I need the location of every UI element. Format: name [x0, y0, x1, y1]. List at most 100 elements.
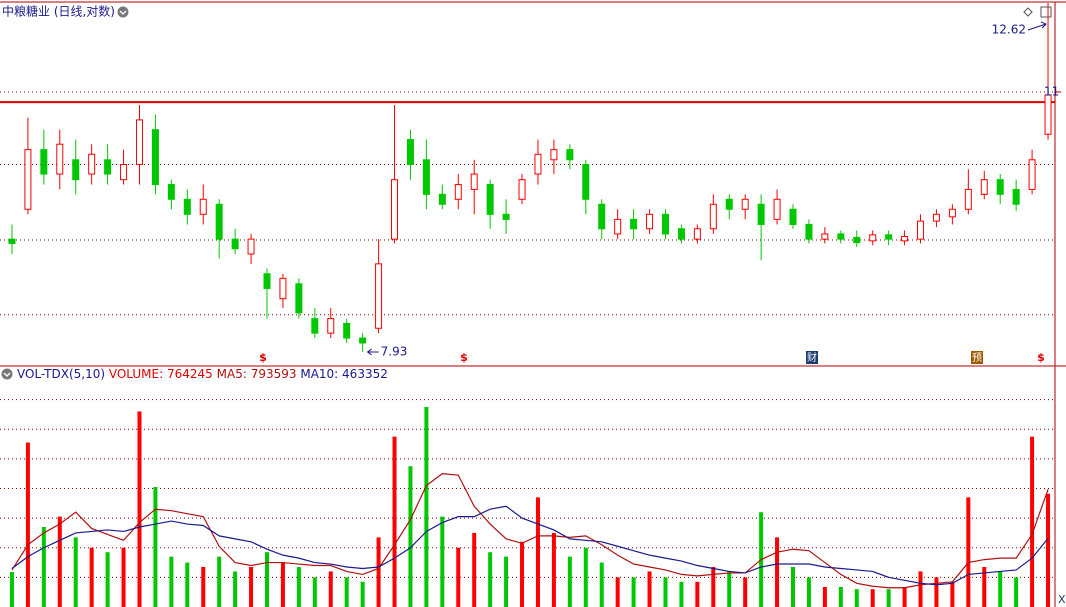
event-marker: $	[1037, 351, 1045, 364]
candle-body	[231, 238, 239, 250]
legend-value: 764245	[167, 367, 213, 381]
volume-bar	[647, 571, 652, 607]
volume-bar	[567, 556, 572, 607]
candle-body	[614, 218, 622, 235]
event-marker: 预	[972, 352, 982, 364]
candle-body	[789, 208, 797, 225]
volume-bar	[806, 577, 811, 607]
volume-bar	[89, 547, 94, 607]
ma-line	[11, 505, 1049, 586]
candle-body	[279, 277, 287, 300]
low-arrow	[366, 348, 379, 356]
candle-body	[24, 149, 32, 210]
volume-bar	[137, 411, 142, 607]
candle-body	[964, 188, 972, 210]
volume-bar	[791, 567, 795, 607]
volume-bar	[344, 577, 349, 607]
volume-bar	[9, 572, 14, 607]
volume-bar	[169, 556, 174, 607]
candle-body	[853, 236, 861, 244]
volume-bar	[25, 442, 30, 607]
high-label: 12.62	[992, 23, 1026, 37]
volume-bar	[1046, 493, 1051, 607]
candle-body	[948, 208, 956, 218]
candle-body	[693, 228, 701, 240]
candle-body	[56, 143, 64, 175]
volume-bar	[456, 547, 461, 607]
volume-panel	[0, 399, 1055, 607]
candle-body	[980, 179, 988, 195]
candle-body	[406, 139, 414, 166]
volume-bar	[249, 567, 254, 607]
candle-body	[1012, 188, 1020, 205]
volume-bar	[153, 487, 158, 607]
candle-body	[869, 234, 877, 242]
volume-bar	[711, 567, 716, 607]
candle-body	[151, 129, 159, 186]
legend-value: 463352	[342, 367, 388, 381]
candle-body	[72, 159, 80, 181]
candle-body	[502, 213, 510, 220]
event-box	[806, 351, 818, 364]
volume-bar	[982, 567, 987, 607]
volume-bar	[424, 407, 429, 607]
volume-bar	[504, 556, 509, 607]
candle-body	[837, 233, 845, 240]
candle-body	[295, 283, 303, 314]
volume-bar	[966, 497, 971, 607]
candle-body	[534, 153, 542, 175]
menu-icon[interactable]	[1, 368, 13, 380]
candle-body	[343, 322, 351, 339]
close-button[interactable]: X	[1058, 593, 1066, 606]
candle-body	[247, 238, 255, 255]
candle-body	[677, 228, 685, 240]
indicator-name: VOL-TDX(5,10)	[17, 367, 105, 381]
menu-icon-arrow	[3, 372, 11, 377]
candle-body	[40, 149, 48, 175]
ma-line	[11, 473, 1049, 589]
volume-bar	[392, 436, 397, 607]
candle-body	[996, 179, 1004, 195]
volume-bar	[679, 581, 684, 607]
volume-bar	[854, 589, 859, 607]
candle-body	[885, 234, 893, 240]
toolbar-icon[interactable]	[1023, 7, 1033, 17]
volume-bar	[870, 589, 875, 607]
event-box	[971, 351, 983, 364]
candle-body	[422, 159, 430, 195]
volume-bar	[296, 567, 301, 607]
candle-body	[661, 213, 669, 235]
toolbar-icon[interactable]	[1040, 6, 1052, 18]
candle-body	[773, 198, 781, 220]
volume-bar	[73, 537, 78, 607]
candle-body	[917, 220, 925, 240]
volume-bar	[201, 567, 206, 607]
candle-body	[1028, 159, 1036, 190]
menu-icon[interactable]	[117, 6, 129, 18]
volume-bar	[488, 552, 493, 607]
menu-icon-arrow	[119, 10, 127, 15]
volume-bar	[440, 516, 445, 607]
volume-bar	[217, 556, 222, 607]
candle-body	[167, 184, 175, 200]
candle-body	[135, 119, 143, 166]
volume-bar	[328, 571, 333, 607]
candle-body	[8, 238, 16, 244]
chart-title: 中粮糖业 (日线,对数)	[2, 4, 115, 19]
candle-body	[454, 184, 462, 200]
candle-body	[391, 179, 399, 240]
volume-bar	[743, 577, 748, 607]
price-panel	[0, 3, 1055, 352]
legend-value: 793593	[251, 367, 297, 381]
candle-body	[88, 153, 96, 175]
volume-bar	[822, 587, 827, 607]
candle-body	[932, 213, 940, 222]
candle-body	[183, 198, 191, 215]
candle-body	[263, 273, 271, 289]
candle-body	[104, 159, 112, 175]
candle-body	[757, 203, 765, 225]
volume-bar	[631, 577, 636, 607]
volume-bar	[312, 577, 317, 607]
volume-bar	[185, 562, 190, 607]
volume-bar	[265, 552, 269, 607]
